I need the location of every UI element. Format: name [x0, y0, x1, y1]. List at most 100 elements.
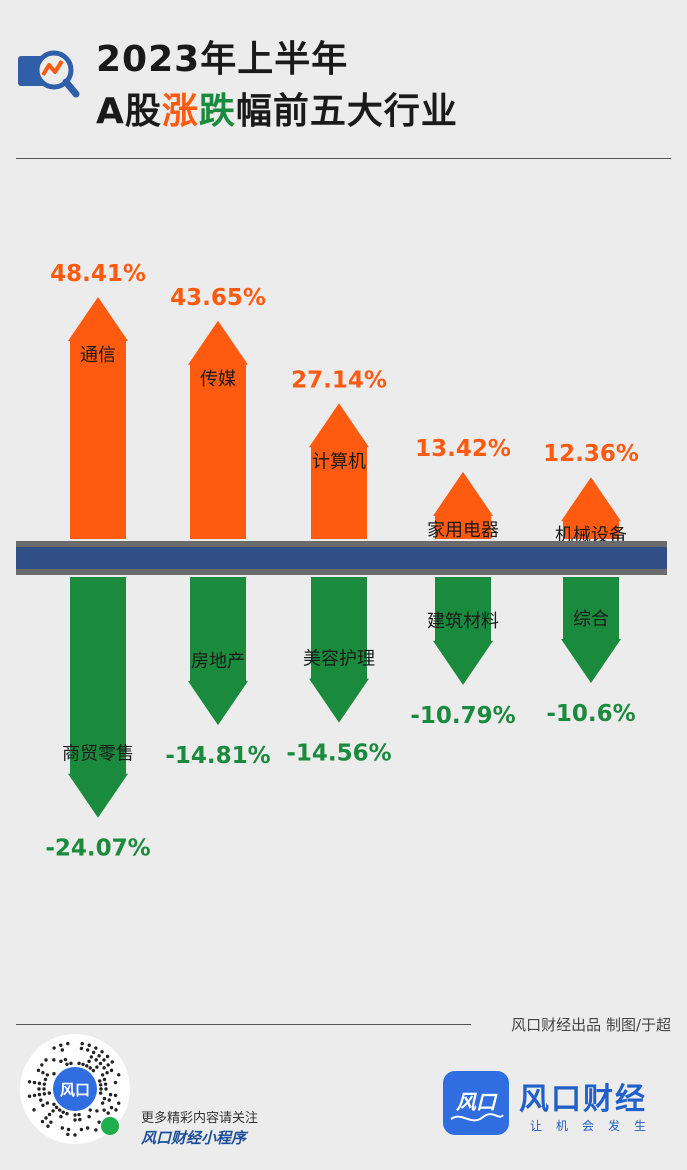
- qr-dot: [77, 1112, 81, 1117]
- qr-dot: [117, 1101, 121, 1105]
- qr-dot: [98, 1083, 103, 1087]
- qr-dot: [94, 1046, 98, 1050]
- qr-dot: [69, 1061, 73, 1066]
- footer-divider: [16, 1024, 471, 1025]
- qr-dot: [114, 1108, 118, 1112]
- brand-logo: 风口: [443, 1071, 509, 1135]
- title-fall-word: 跌: [198, 91, 236, 132]
- qr-dot: [102, 1066, 106, 1070]
- qr-dot: [58, 1108, 62, 1112]
- gainer-value-label: 27.14%: [291, 367, 387, 393]
- loser-bar: [68, 577, 128, 818]
- loser-value-label: -24.07%: [45, 836, 150, 862]
- qr-dot: [46, 1124, 50, 1128]
- qr-dot: [27, 1094, 32, 1098]
- gainer-category-label: 通信: [80, 345, 116, 366]
- gainer-bar: [561, 477, 621, 539]
- qr-dot: [95, 1109, 99, 1113]
- qr-dot: [113, 1080, 118, 1085]
- qr-dot: [79, 1046, 84, 1051]
- qr-dot: [97, 1120, 101, 1124]
- qr-dot: [39, 1098, 43, 1102]
- qr-dot: [59, 1114, 63, 1119]
- qr-dot: [40, 1063, 44, 1067]
- qr-dot: [60, 1126, 65, 1130]
- loser-category-label: 房地产: [191, 651, 245, 672]
- brand-name: 风口财经: [519, 1082, 647, 1117]
- qr-dot: [98, 1091, 103, 1095]
- qr-dot: [37, 1081, 42, 1086]
- qr-pattern: 风口: [27, 1041, 121, 1137]
- qr-dot: [94, 1058, 98, 1062]
- qr-dot: [32, 1080, 37, 1085]
- loser-bar: [433, 577, 493, 685]
- qr-dot: [87, 1043, 91, 1047]
- loser-category-label: 美容护理: [303, 649, 375, 670]
- title-rise-word: 涨: [161, 91, 199, 132]
- qr-dot: [66, 1041, 70, 1046]
- qr-dot: [63, 1057, 68, 1062]
- qr-dot: [41, 1103, 45, 1108]
- qr-dot: [73, 1118, 77, 1122]
- qr-dot: [100, 1050, 104, 1054]
- qr-dot: [98, 1079, 102, 1083]
- qr-dot: [99, 1087, 103, 1091]
- loser-value-label: -14.56%: [286, 741, 391, 767]
- qr-dot: [52, 1046, 56, 1050]
- qr-dot: [87, 1059, 91, 1064]
- credit-text: 风口财经出品 制图/于超: [511, 1016, 671, 1034]
- qr-dot: [102, 1077, 107, 1082]
- loser-value-label: -10.6%: [546, 701, 635, 727]
- gainer-category-label: 机械设备: [555, 525, 627, 546]
- qr-dot: [85, 1064, 89, 1068]
- qr-dot: [103, 1082, 108, 1086]
- loser-bar: [561, 577, 621, 683]
- qr-dot: [66, 1132, 70, 1137]
- qr-dot: [77, 1061, 81, 1066]
- qr-dot: [65, 1062, 69, 1066]
- analysis-icon: [18, 50, 80, 98]
- qr-dot: [78, 1117, 82, 1122]
- qr-dot: [102, 1096, 107, 1101]
- mini-program-name: 风口财经小程序: [141, 1129, 247, 1147]
- gainer-value-label: 43.65%: [170, 285, 266, 311]
- qr-dot: [65, 1112, 69, 1116]
- qr-dot: [102, 1058, 106, 1062]
- gainer-value-label: 13.42%: [415, 436, 511, 462]
- loser-category-label: 建筑材料: [427, 611, 499, 632]
- gainer-bar: [188, 320, 248, 539]
- qr-logo-text: 风口: [60, 1081, 90, 1099]
- qr-dot: [54, 1105, 59, 1110]
- qr-dot: [49, 1120, 53, 1124]
- title-suffix: 幅前五大行业: [235, 91, 458, 132]
- qr-promo-text: 更多精彩内容请关注: [141, 1111, 259, 1126]
- qr-dot: [110, 1060, 114, 1064]
- logo-text: 风口: [456, 1090, 498, 1114]
- page-title-line2: A股涨跌幅前五大行业: [96, 82, 458, 134]
- qr-dot: [51, 1109, 55, 1113]
- qr-dot: [85, 1126, 90, 1130]
- loser-value-label: -10.79%: [410, 703, 515, 729]
- qr-dot: [89, 1055, 94, 1059]
- gainer-bar: [309, 403, 369, 539]
- qr-dot: [66, 1127, 71, 1132]
- title-prefix: A股: [96, 91, 162, 132]
- qr-dot: [105, 1070, 109, 1075]
- qr-dot: [42, 1082, 47, 1086]
- qr-dot: [47, 1112, 52, 1117]
- qr-dot: [37, 1092, 42, 1097]
- qr-dot: [113, 1093, 118, 1098]
- zero-axis-band-inner: [16, 547, 667, 569]
- qr-dot: [97, 1054, 101, 1058]
- gainer-bar: [433, 471, 493, 539]
- qr-dot: [81, 1062, 85, 1066]
- qr-dot: [100, 1073, 105, 1077]
- qr-dot: [41, 1070, 45, 1075]
- qr-dot: [100, 1101, 105, 1105]
- qr-dot: [36, 1068, 41, 1073]
- qr-dot: [59, 1043, 63, 1047]
- gainer-category-label: 计算机: [312, 451, 366, 472]
- qr-dot: [108, 1092, 113, 1097]
- qr-dot: [107, 1098, 111, 1102]
- qr-dot: [61, 1110, 65, 1114]
